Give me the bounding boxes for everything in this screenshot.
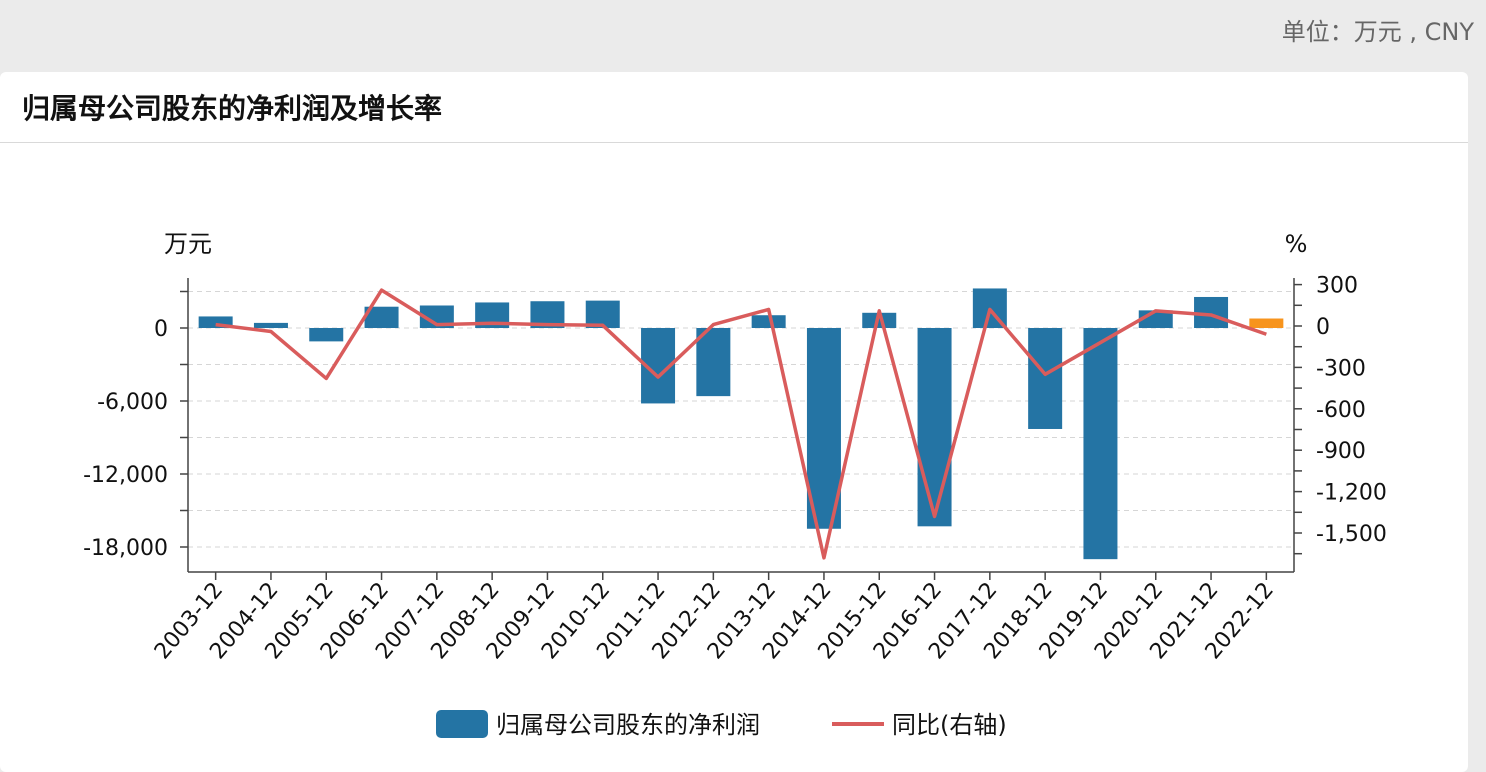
y-right-tick-label: 0 xyxy=(1316,315,1330,340)
bar-2014-12 xyxy=(806,328,841,529)
bar-2006-12 xyxy=(364,306,399,328)
legend-label-bar: 归属母公司股东的净利润 xyxy=(496,711,760,739)
legend-label-line: 同比(右轴) xyxy=(892,711,1007,739)
y-right-tick-label: -1,200 xyxy=(1316,481,1387,506)
chart-card: 归属母公司股东的净利润及增长率 xyxy=(0,72,1468,772)
y-right-tick-label: -1,500 xyxy=(1316,522,1387,547)
y-right-tick-label: -600 xyxy=(1316,398,1366,423)
y-right-tick-label: -900 xyxy=(1316,439,1366,464)
legend-swatch-bar xyxy=(436,710,488,738)
bar-2022-12 xyxy=(1249,318,1284,328)
bar-2012-12 xyxy=(696,328,731,397)
y-right-tick-label: -300 xyxy=(1316,356,1366,381)
bar-2015-12 xyxy=(862,312,897,328)
y-left-tick-label: -12,000 xyxy=(83,463,168,488)
bar-2018-12 xyxy=(1028,328,1063,429)
y-right-tick-label: 300 xyxy=(1316,274,1358,299)
bar-2013-12 xyxy=(751,315,786,328)
bar-2004-12 xyxy=(253,322,288,328)
unit-label: 单位：万元 , CNY xyxy=(1281,18,1474,46)
y-left-tick-label: 0 xyxy=(154,317,168,342)
bar-2003-12 xyxy=(198,316,233,328)
chart-title: 归属母公司股东的净利润及增长率 xyxy=(22,92,443,125)
bar-2007-12 xyxy=(419,305,454,328)
bar-2019-12 xyxy=(1083,328,1118,560)
y-left-tick-label: -18,000 xyxy=(83,536,168,561)
bar-2016-12 xyxy=(917,328,952,527)
y-right-unit: % xyxy=(1285,230,1308,258)
card-header: 归属母公司股东的净利润及增长率 xyxy=(0,72,1468,143)
bar-2005-12 xyxy=(309,328,344,342)
y-left-unit: 万元 xyxy=(164,230,212,258)
growth-rate-line xyxy=(215,288,1267,560)
y-left-tick-label: -6,000 xyxy=(97,390,168,415)
